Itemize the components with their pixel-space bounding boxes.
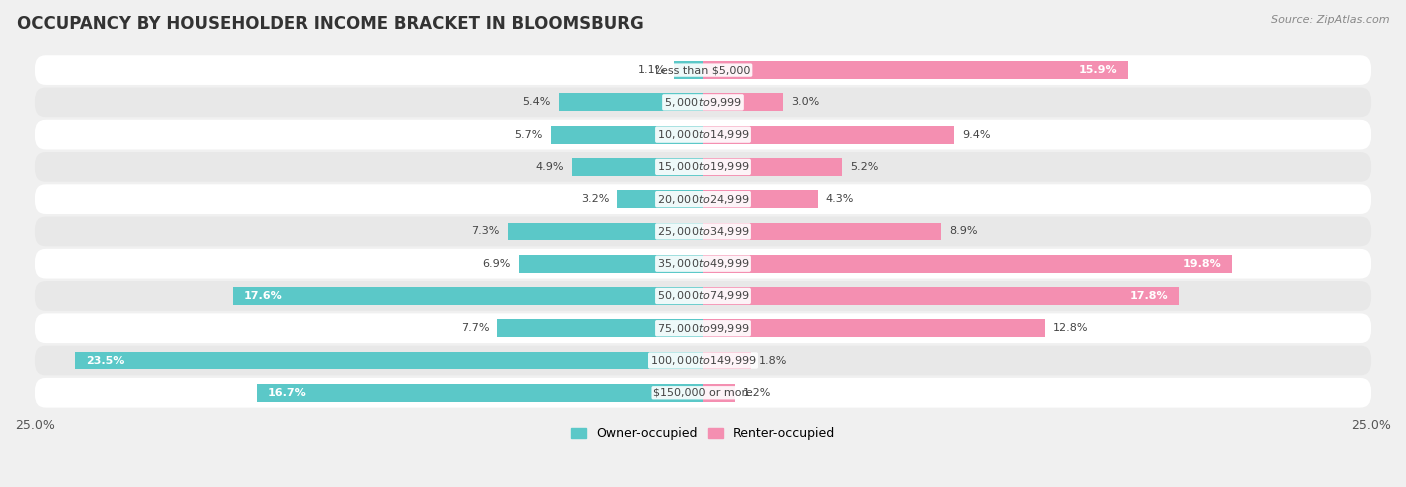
Text: 7.7%: 7.7% <box>461 323 489 333</box>
Text: 12.8%: 12.8% <box>1053 323 1088 333</box>
Bar <box>703 126 955 144</box>
FancyBboxPatch shape <box>35 378 1371 408</box>
Text: 19.8%: 19.8% <box>1182 259 1222 269</box>
Bar <box>75 352 703 369</box>
Text: 17.8%: 17.8% <box>1129 291 1168 301</box>
Text: 1.2%: 1.2% <box>744 388 772 398</box>
FancyBboxPatch shape <box>35 314 1371 343</box>
Bar <box>519 255 703 273</box>
Bar <box>703 61 1128 79</box>
Bar <box>508 223 703 240</box>
Text: 6.9%: 6.9% <box>482 259 510 269</box>
Bar <box>551 126 703 144</box>
Bar <box>257 384 703 402</box>
Bar <box>572 158 703 176</box>
FancyBboxPatch shape <box>35 346 1371 375</box>
Text: 5.4%: 5.4% <box>522 97 551 107</box>
FancyBboxPatch shape <box>35 55 1371 85</box>
Text: $20,000 to $24,999: $20,000 to $24,999 <box>657 193 749 206</box>
Text: $100,000 to $149,999: $100,000 to $149,999 <box>650 354 756 367</box>
FancyBboxPatch shape <box>35 249 1371 279</box>
Legend: Owner-occupied, Renter-occupied: Owner-occupied, Renter-occupied <box>567 422 839 445</box>
Text: 23.5%: 23.5% <box>86 356 124 366</box>
Bar <box>703 94 783 111</box>
Text: 4.9%: 4.9% <box>536 162 564 172</box>
Text: 1.8%: 1.8% <box>759 356 787 366</box>
Bar <box>558 94 703 111</box>
Bar <box>703 384 735 402</box>
Text: $75,000 to $99,999: $75,000 to $99,999 <box>657 322 749 335</box>
FancyBboxPatch shape <box>35 281 1371 311</box>
Text: Less than $5,000: Less than $5,000 <box>655 65 751 75</box>
Text: 1.1%: 1.1% <box>637 65 665 75</box>
Bar <box>673 61 703 79</box>
Text: $10,000 to $14,999: $10,000 to $14,999 <box>657 128 749 141</box>
Bar <box>703 255 1232 273</box>
Bar <box>703 352 751 369</box>
FancyBboxPatch shape <box>35 152 1371 182</box>
Text: 9.4%: 9.4% <box>962 130 991 140</box>
Text: 16.7%: 16.7% <box>267 388 307 398</box>
Bar <box>703 190 818 208</box>
Bar <box>232 287 703 305</box>
FancyBboxPatch shape <box>35 120 1371 150</box>
Text: $150,000 or more: $150,000 or more <box>654 388 752 398</box>
Bar <box>703 319 1045 337</box>
Text: 4.3%: 4.3% <box>825 194 855 204</box>
Text: 3.0%: 3.0% <box>792 97 820 107</box>
Text: Source: ZipAtlas.com: Source: ZipAtlas.com <box>1271 15 1389 25</box>
FancyBboxPatch shape <box>35 184 1371 214</box>
Bar <box>617 190 703 208</box>
FancyBboxPatch shape <box>35 88 1371 117</box>
Text: $15,000 to $19,999: $15,000 to $19,999 <box>657 160 749 173</box>
Text: 17.6%: 17.6% <box>243 291 283 301</box>
Bar <box>703 287 1178 305</box>
Text: 5.2%: 5.2% <box>851 162 879 172</box>
Text: 15.9%: 15.9% <box>1078 65 1118 75</box>
Text: $25,000 to $34,999: $25,000 to $34,999 <box>657 225 749 238</box>
Text: 8.9%: 8.9% <box>949 226 977 236</box>
Text: OCCUPANCY BY HOUSEHOLDER INCOME BRACKET IN BLOOMSBURG: OCCUPANCY BY HOUSEHOLDER INCOME BRACKET … <box>17 15 644 33</box>
Text: 5.7%: 5.7% <box>515 130 543 140</box>
Bar <box>498 319 703 337</box>
Bar <box>703 223 941 240</box>
Bar <box>703 158 842 176</box>
Text: 3.2%: 3.2% <box>581 194 609 204</box>
Text: $35,000 to $49,999: $35,000 to $49,999 <box>657 257 749 270</box>
FancyBboxPatch shape <box>35 217 1371 246</box>
Text: $50,000 to $74,999: $50,000 to $74,999 <box>657 289 749 302</box>
Text: 7.3%: 7.3% <box>471 226 501 236</box>
Text: $5,000 to $9,999: $5,000 to $9,999 <box>664 96 742 109</box>
